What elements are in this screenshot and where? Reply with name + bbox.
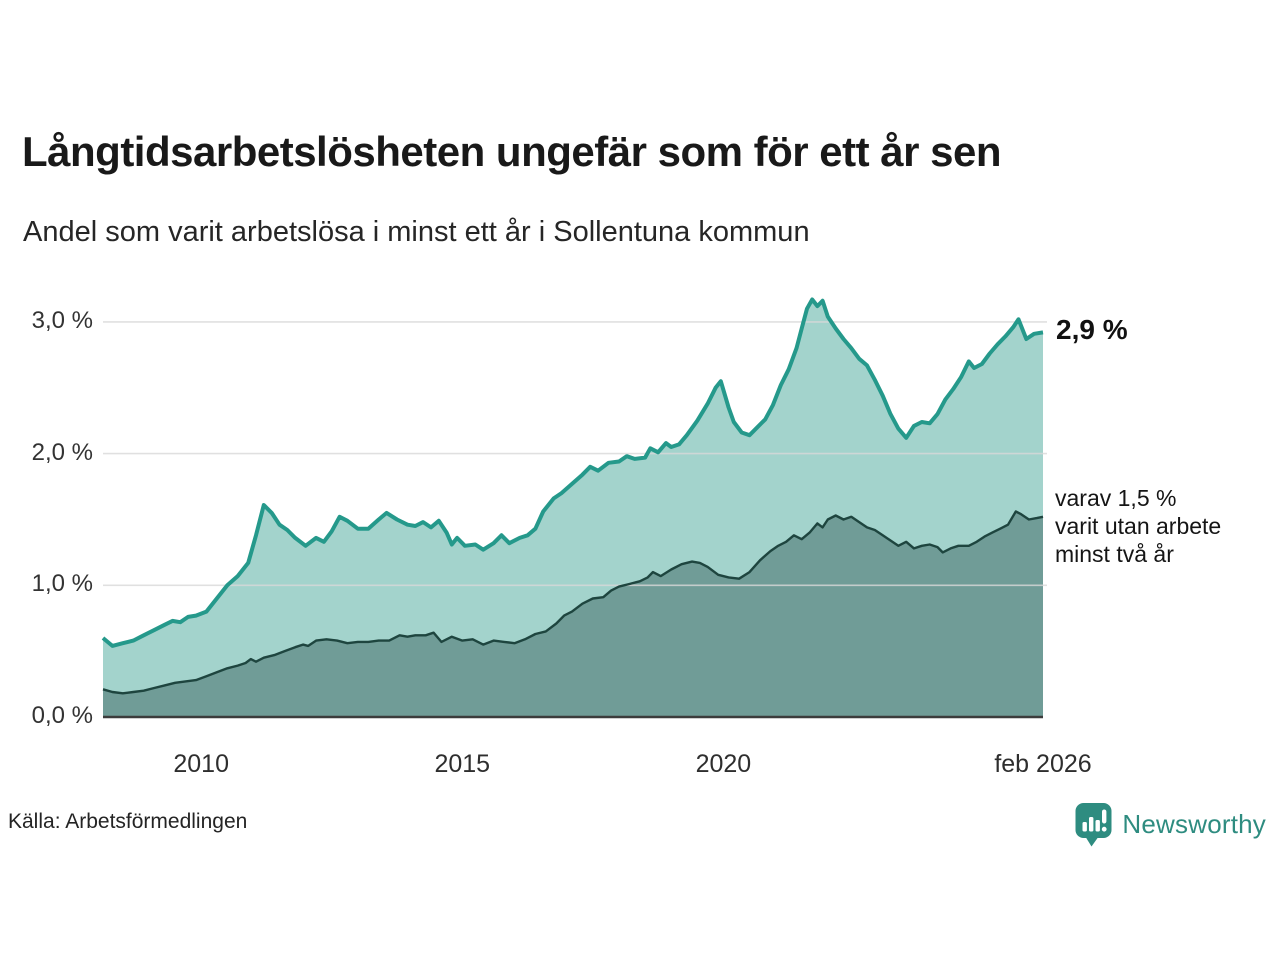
y-tick-label: 0,0 %	[31, 701, 93, 729]
newsworthy-logo-icon	[1075, 803, 1112, 847]
annotation-line-3: minst två år	[1055, 541, 1174, 567]
newsworthy-wordmark: Newsworthy	[1122, 808, 1266, 839]
x-tick-label: feb 2026	[994, 750, 1092, 778]
source-credit: Källa: Arbetsförmedlingen	[8, 810, 248, 833]
newsworthy-logo: Newsworthy	[1074, 800, 1266, 848]
two-year-line	[102, 510, 1044, 695]
page-title: Långtidsarbetslösheten ungefär som för e…	[22, 128, 1002, 175]
two-year-area-fill	[103, 511, 1043, 717]
two-year-annotation: varav 1,5 % varit utan arbete minst två …	[1055, 484, 1221, 568]
y-tick-label: 2,0 %	[31, 438, 93, 466]
x-tick-label: 2020	[695, 750, 752, 778]
x-tick-label: 2010	[173, 750, 229, 778]
y-tick-label: 1,0 %	[31, 570, 93, 598]
latest-total-value-label: 2,9 %	[1056, 314, 1128, 345]
x-tick-label: 2015	[434, 750, 491, 778]
annotation-line-1: varav 1,5 %	[1055, 485, 1177, 511]
y-tick-label: 3,0 %	[31, 306, 93, 334]
annotation-line-2: varit utan arbete	[1055, 513, 1222, 539]
page-subtitle: Andel som varit arbetslösa i minst ett å…	[23, 216, 810, 248]
total-line	[101, 297, 1044, 648]
